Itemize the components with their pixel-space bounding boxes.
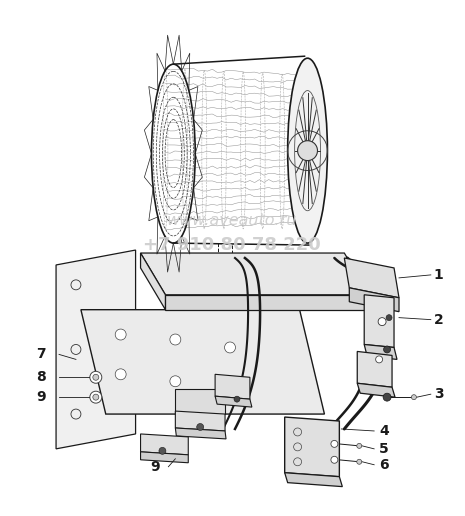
Text: 8: 8	[36, 370, 46, 384]
Circle shape	[383, 393, 391, 401]
Circle shape	[93, 394, 99, 400]
Circle shape	[225, 382, 235, 393]
Circle shape	[331, 440, 338, 447]
Polygon shape	[175, 428, 226, 439]
Circle shape	[197, 424, 204, 430]
Circle shape	[90, 391, 102, 403]
Circle shape	[170, 334, 181, 345]
Circle shape	[170, 376, 181, 386]
Polygon shape	[175, 389, 225, 414]
Circle shape	[115, 329, 126, 340]
Polygon shape	[364, 295, 394, 347]
Circle shape	[159, 447, 166, 454]
Circle shape	[93, 374, 99, 380]
Text: 4: 4	[379, 424, 389, 438]
Text: 9: 9	[36, 390, 46, 404]
Polygon shape	[357, 351, 392, 387]
Text: 7: 7	[36, 347, 46, 361]
Text: 2: 2	[434, 313, 444, 327]
Circle shape	[298, 141, 318, 160]
Text: +7 910 80 78 220: +7 910 80 78 220	[143, 236, 321, 254]
Polygon shape	[285, 473, 342, 487]
Circle shape	[90, 372, 102, 383]
Text: 1: 1	[434, 268, 444, 282]
Circle shape	[384, 346, 391, 353]
Circle shape	[225, 342, 235, 353]
Polygon shape	[166, 295, 369, 310]
Polygon shape	[349, 288, 399, 312]
Polygon shape	[140, 452, 188, 463]
Circle shape	[376, 356, 383, 363]
Circle shape	[386, 315, 392, 320]
Polygon shape	[81, 310, 325, 414]
Polygon shape	[175, 411, 225, 431]
Text: 9: 9	[151, 460, 160, 474]
Polygon shape	[140, 434, 188, 455]
Circle shape	[331, 456, 338, 463]
Text: 6: 6	[379, 458, 389, 472]
Polygon shape	[357, 383, 395, 397]
Circle shape	[115, 369, 126, 380]
Ellipse shape	[288, 58, 327, 243]
Polygon shape	[140, 253, 369, 295]
Circle shape	[378, 318, 386, 326]
Polygon shape	[364, 345, 397, 359]
Circle shape	[412, 395, 416, 400]
Text: 5: 5	[379, 442, 389, 456]
Polygon shape	[215, 374, 250, 399]
Circle shape	[357, 443, 362, 448]
Polygon shape	[215, 396, 252, 407]
Text: 3: 3	[434, 387, 444, 401]
Polygon shape	[140, 253, 166, 310]
Circle shape	[357, 459, 362, 464]
Polygon shape	[285, 417, 339, 477]
Text: www.aveauto.ru: www.aveauto.ru	[167, 213, 297, 228]
Circle shape	[234, 396, 240, 402]
Polygon shape	[344, 258, 399, 298]
Polygon shape	[56, 250, 136, 449]
